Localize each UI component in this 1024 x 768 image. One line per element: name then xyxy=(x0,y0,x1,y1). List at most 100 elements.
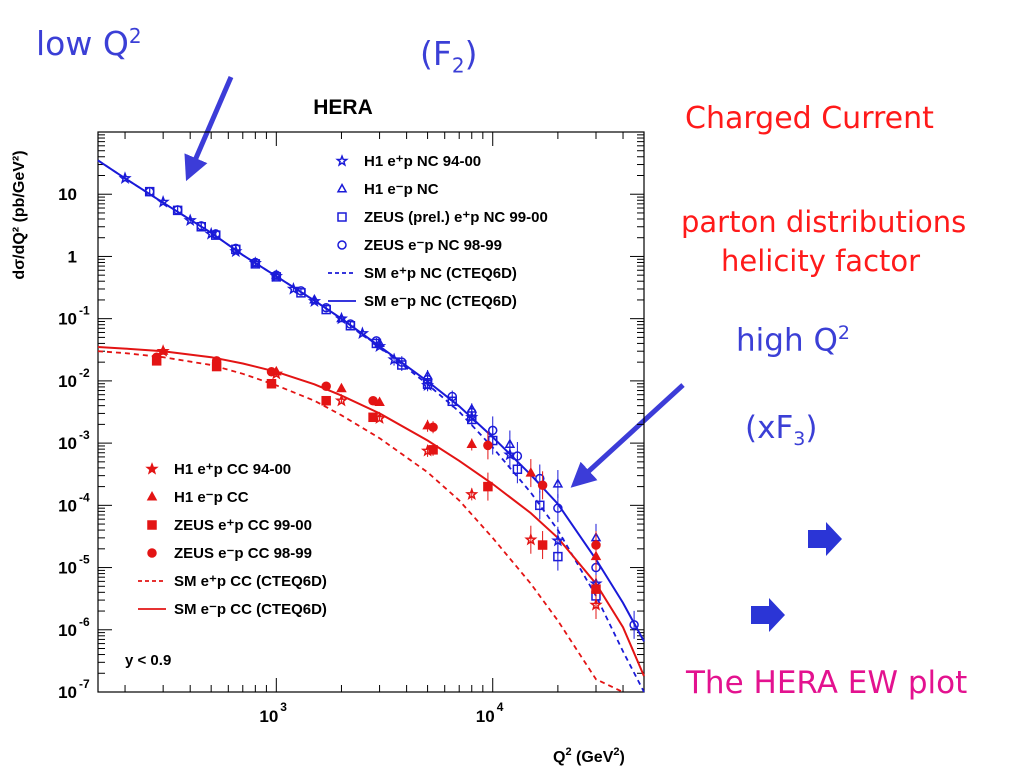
legend-label: H1 e⁺p NC 94-00 xyxy=(364,153,481,170)
x-label-q: Q xyxy=(553,749,565,766)
data-point xyxy=(512,451,523,461)
legend-item: ZEUS (prel.) e⁺p NC 99-00 xyxy=(337,209,548,226)
cc-legend: H1 e⁺p CC 94-00 H1 e⁻p CC ZEUS e⁺p CC 99-0… xyxy=(138,461,327,618)
low-q2-text: low Q xyxy=(36,24,129,63)
y-tick-exponent: -1 xyxy=(79,304,90,318)
data-point xyxy=(428,445,438,455)
legend-marker xyxy=(145,462,159,475)
legend-item: H1 e⁺p CC 94-00 xyxy=(145,461,291,478)
data-point xyxy=(447,391,457,402)
data-point xyxy=(144,186,155,197)
right-block-arrow-icon-2 xyxy=(751,598,785,632)
data-point xyxy=(371,336,382,346)
x-axis-label: Q2 (GeV2) xyxy=(553,746,625,766)
xf3-sub: 3 xyxy=(793,428,806,451)
chart-title: HERA xyxy=(313,96,373,119)
data-point xyxy=(368,412,378,423)
data-point xyxy=(286,281,301,295)
legend-marker xyxy=(147,520,157,530)
data-point xyxy=(422,374,433,385)
y-tick-label: 10 xyxy=(58,434,77,453)
legend-marker xyxy=(336,183,348,193)
f2-pre: (F xyxy=(420,34,452,73)
legend-label: H1 e⁺p CC 94-00 xyxy=(174,461,291,478)
data-point xyxy=(524,532,538,546)
f2-annotation: (F2) xyxy=(420,34,477,78)
data-point xyxy=(118,171,132,184)
charged-current-annotation: Charged Current xyxy=(685,101,934,136)
data-point xyxy=(629,620,639,630)
sm-curve xyxy=(97,350,624,693)
data-point xyxy=(271,270,282,280)
data-point xyxy=(483,440,493,451)
data-point xyxy=(525,467,537,477)
data-point xyxy=(553,551,563,562)
legend-marker xyxy=(337,212,347,222)
y-tick-label: 10 xyxy=(58,621,77,640)
legend-label: SM e⁺p CC (CTEQ6D) xyxy=(174,573,327,590)
f2-post: ) xyxy=(464,34,478,73)
legend-marker xyxy=(335,154,349,167)
legend-item: ZEUS e⁻p NC 98-99 xyxy=(337,237,502,254)
y-tick-exponent: -7 xyxy=(79,677,90,691)
xf3-post: ) xyxy=(805,410,818,446)
legend-label: SM e⁺p NC (CTEQ6D) xyxy=(364,265,517,282)
legend-label: SM e⁻p CC (CTEQ6D) xyxy=(174,601,327,618)
legend-item: ZEUS e⁻p CC 98-99 xyxy=(147,545,312,562)
data-point xyxy=(535,500,545,511)
legend-label: ZEUS e⁺p CC 99-00 xyxy=(174,517,312,534)
y-tick-exponent: -2 xyxy=(79,366,90,380)
xf3-pre: (xF xyxy=(745,410,794,446)
data-point xyxy=(309,293,320,304)
nc-legend: H1 e⁺p NC 94-00 H1 e⁻p NC ZEUS (prel.) e⁺p… xyxy=(328,153,548,310)
legend-item: SM e⁺p NC (CTEQ6D) xyxy=(328,265,517,282)
data-point xyxy=(250,257,261,268)
legend-marker xyxy=(337,240,347,250)
data-point xyxy=(210,229,221,239)
y-tick-label: 10 xyxy=(58,496,77,515)
data-point xyxy=(355,326,370,340)
hera-ew-plot-footer: The HERA EW plot xyxy=(686,665,968,701)
data-point xyxy=(211,356,222,366)
data-point xyxy=(172,205,183,215)
data-point xyxy=(537,480,548,491)
data-point xyxy=(183,213,197,227)
y-tick-label: 1 xyxy=(68,247,77,266)
f2-sub: 2 xyxy=(451,53,465,78)
data-point xyxy=(397,357,407,367)
data-point xyxy=(553,503,563,513)
legend-item: SM e⁻p NC (CTEQ6D) xyxy=(328,293,517,310)
data-point xyxy=(374,337,385,347)
data-point xyxy=(591,584,601,594)
x-label-sup: 2 xyxy=(565,746,571,758)
data-point xyxy=(266,367,277,377)
data-point xyxy=(428,422,438,432)
data-point xyxy=(591,540,601,550)
data-point xyxy=(151,352,162,362)
data-point xyxy=(296,286,306,296)
x-label-rest: (GeV xyxy=(572,749,614,766)
legend-label: ZEUS e⁻p CC 98-99 xyxy=(174,545,312,562)
data-point xyxy=(336,312,347,323)
helicity-factor-annotation: helicity factor xyxy=(721,244,921,278)
data-point xyxy=(504,438,516,449)
data-point xyxy=(196,221,207,231)
x-tick-label: 10 xyxy=(476,707,495,726)
legend-label: ZEUS (prel.) e⁺p NC 99-00 xyxy=(364,209,548,226)
x-label-sup2: 2 xyxy=(613,746,619,758)
legend-label: H1 e⁻p NC xyxy=(364,181,439,198)
y-axis-label: dσ/dQ² (pb/GeV²) xyxy=(11,150,28,279)
y-tick-label: 10 xyxy=(58,559,77,578)
data-point xyxy=(487,425,498,436)
data-point xyxy=(321,302,331,313)
legend-label: SM e⁻p NC (CTEQ6D) xyxy=(364,293,517,310)
legend-item: SM e⁻p CC (CTEQ6D) xyxy=(138,601,327,618)
legend-label: ZEUS e⁻p NC 98-99 xyxy=(364,237,502,254)
y-tick-exponent: -3 xyxy=(79,428,90,442)
data-point xyxy=(552,478,564,488)
high-q2-annotation: high Q2 xyxy=(736,322,850,358)
legend-item: SM e⁺p CC (CTEQ6D) xyxy=(138,573,327,590)
data-point xyxy=(368,395,378,406)
